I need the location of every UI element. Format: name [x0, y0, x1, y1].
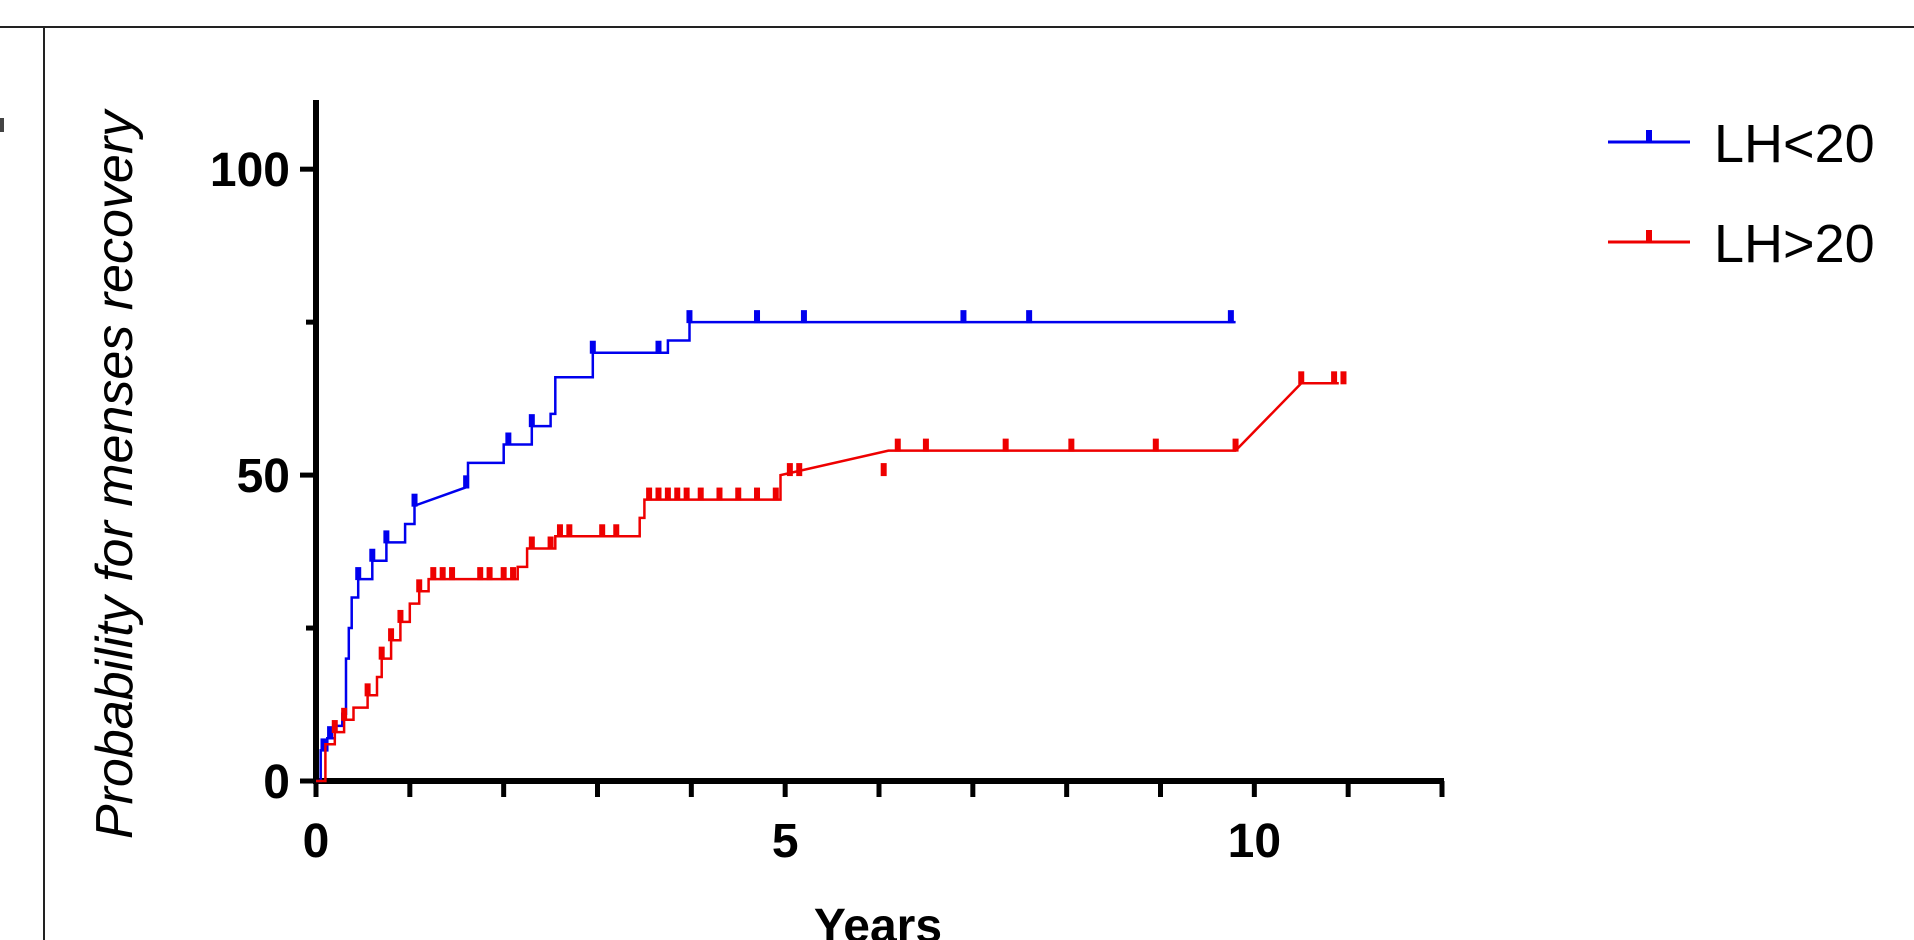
series-line [316, 382, 1339, 783]
panel-frame-left [43, 26, 45, 940]
series-2 [316, 371, 1347, 783]
panel-frame-top [0, 26, 1914, 28]
chart-plot-area [316, 310, 1347, 783]
x-tick-label: 5 [772, 815, 799, 868]
x-axis-label: Years [814, 900, 942, 940]
series-1 [316, 310, 1236, 783]
legend-label: LH>20 [1714, 214, 1875, 274]
series-line [316, 320, 1236, 783]
legend-label: LH<20 [1714, 114, 1875, 174]
y-axis-label: Probability for menses recovery [86, 108, 144, 839]
chart-axes: 0 50 100 0 5 10 [210, 100, 1445, 868]
y-tick-label: 100 [210, 144, 290, 197]
y-tick-label: 50 [237, 450, 290, 503]
y-tick-label: 0 [263, 756, 290, 809]
x-tick-label: 10 [1228, 815, 1281, 868]
x-tick-label: 0 [303, 815, 330, 868]
panel-edge-mark [0, 118, 4, 132]
chart-legend: LH<20 LH>20 [1608, 114, 1875, 274]
